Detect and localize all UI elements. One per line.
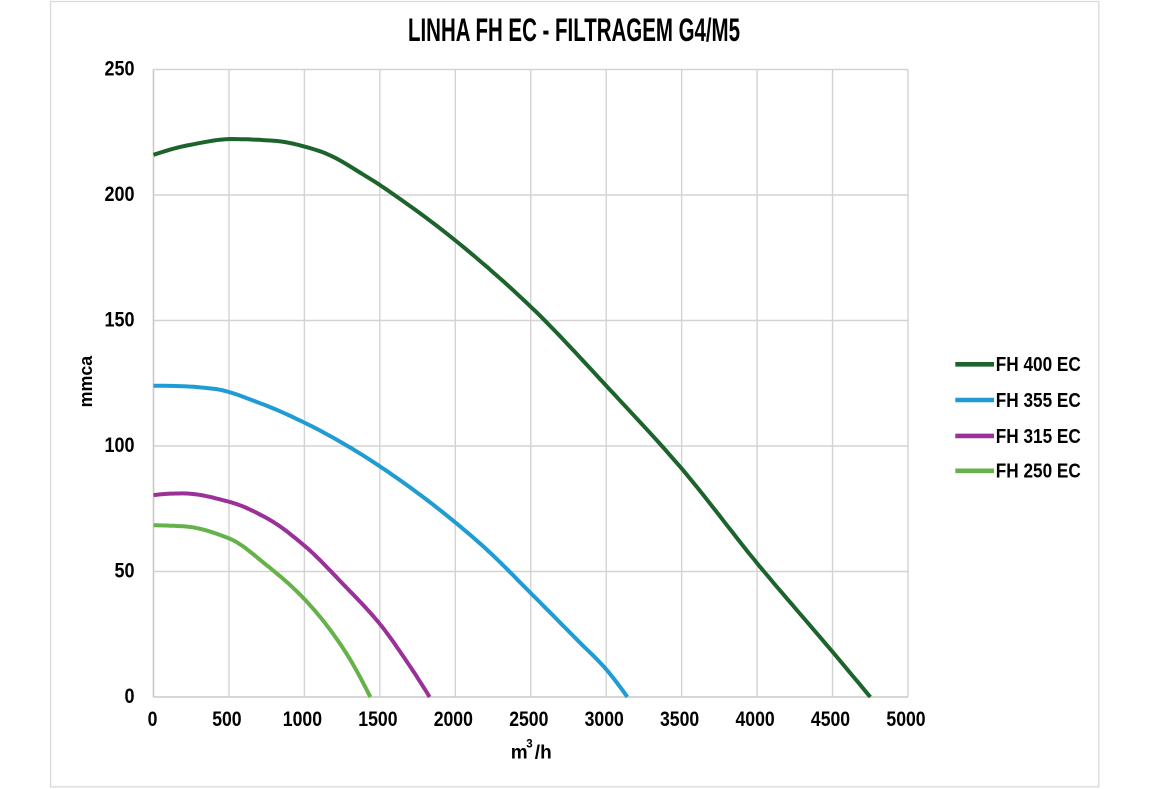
svg-text:2000: 2000 xyxy=(434,707,473,731)
svg-text:FH 355 EC: FH 355 EC xyxy=(996,389,1081,412)
svg-text:/h: /h xyxy=(535,743,552,764)
svg-text:3000: 3000 xyxy=(585,707,624,731)
svg-text:FH 250 EC: FH 250 EC xyxy=(996,460,1081,483)
svg-text:FH 315 EC: FH 315 EC xyxy=(996,425,1081,448)
svg-text:4500: 4500 xyxy=(811,707,850,731)
svg-text:500: 500 xyxy=(212,707,241,731)
svg-text:200: 200 xyxy=(105,182,135,206)
svg-text:50: 50 xyxy=(115,559,135,583)
svg-text:1500: 1500 xyxy=(358,707,397,731)
svg-text:100: 100 xyxy=(105,433,135,457)
svg-text:FH 400 EC: FH 400 EC xyxy=(996,353,1081,376)
svg-text:150: 150 xyxy=(105,308,135,332)
svg-text:0: 0 xyxy=(125,684,135,708)
svg-text:3500: 3500 xyxy=(660,707,699,731)
svg-text:5000: 5000 xyxy=(886,707,925,731)
svg-text:0: 0 xyxy=(148,707,158,731)
svg-text:250: 250 xyxy=(105,57,135,81)
svg-text:LINHA FH EC - FILTRAGEM G4/M5: LINHA FH EC - FILTRAGEM G4/M5 xyxy=(408,12,740,48)
svg-text:3: 3 xyxy=(526,739,532,751)
svg-text:4000: 4000 xyxy=(736,707,775,731)
svg-text:m: m xyxy=(511,743,528,764)
svg-text:2500: 2500 xyxy=(509,707,548,731)
svg-text:1000: 1000 xyxy=(283,707,322,731)
svg-text:mmca: mmca xyxy=(76,355,96,408)
